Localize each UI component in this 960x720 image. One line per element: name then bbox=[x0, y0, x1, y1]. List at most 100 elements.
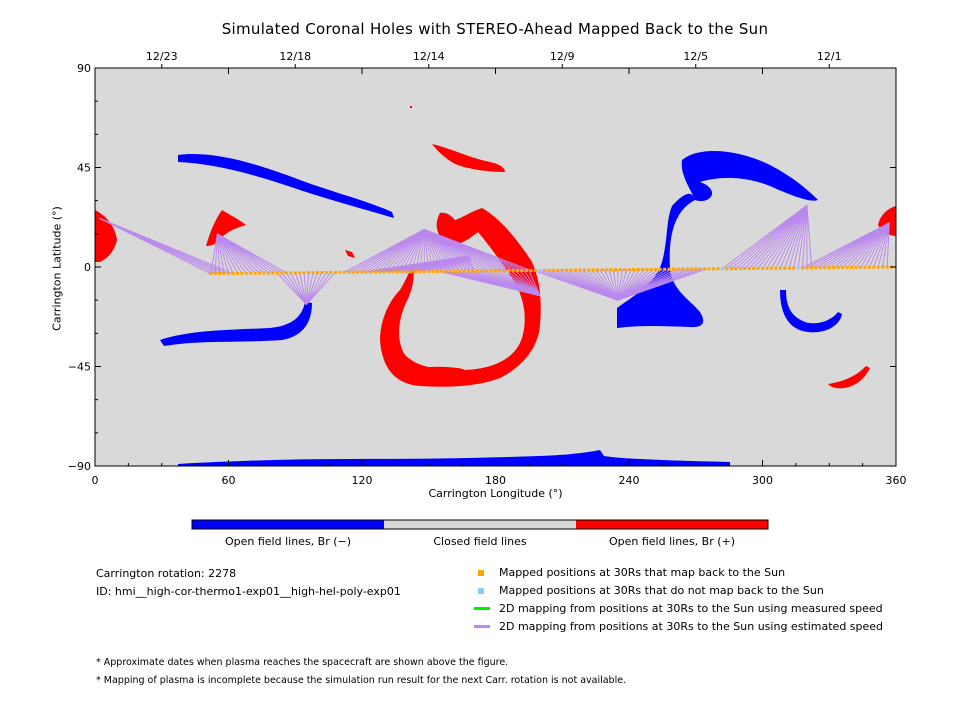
mapped-point bbox=[453, 269, 457, 273]
legend-label-unmapped: Mapped positions at 30Rs that do not map… bbox=[499, 584, 824, 597]
mapping-line bbox=[855, 222, 890, 268]
mapping-line bbox=[217, 233, 287, 274]
mapping-line bbox=[216, 233, 252, 274]
mapped-point bbox=[405, 270, 408, 274]
mapped-point bbox=[360, 270, 364, 274]
mapping-line bbox=[846, 222, 890, 268]
colorbar-negative bbox=[192, 520, 384, 529]
unmapped-point bbox=[538, 268, 542, 272]
mapped-point bbox=[227, 271, 230, 275]
mapped-point bbox=[694, 267, 698, 271]
mapped-point bbox=[752, 266, 756, 270]
mapping-line bbox=[612, 269, 619, 301]
y-axis-label: Carrington Latitude (°) bbox=[50, 206, 64, 331]
y-axis: 90 45 0 −45 −90 bbox=[68, 62, 896, 473]
x-tick-label: 180 bbox=[485, 474, 506, 487]
mapped-point bbox=[716, 267, 720, 271]
mapped-point bbox=[734, 267, 738, 271]
y-tick-label: −90 bbox=[68, 460, 91, 473]
x-tick-label: 0 bbox=[92, 474, 99, 487]
mapped-point bbox=[783, 266, 787, 270]
mapped-point bbox=[623, 268, 627, 272]
mapped-point bbox=[418, 270, 422, 274]
hole-pos-left-edge bbox=[95, 210, 117, 262]
mapped-point bbox=[556, 268, 560, 272]
mapped-point bbox=[863, 265, 867, 269]
mapped-point bbox=[587, 268, 591, 272]
mapped-point bbox=[591, 268, 595, 272]
mapping-line bbox=[375, 229, 425, 273]
mapping-line bbox=[463, 255, 470, 272]
mapped-point bbox=[565, 268, 569, 272]
top-date-label: 12/9 bbox=[550, 50, 575, 63]
mapped-point bbox=[267, 271, 271, 275]
mapped-point bbox=[436, 269, 440, 273]
mapping-line bbox=[305, 272, 332, 305]
mapped-point bbox=[551, 268, 555, 272]
mapped-point bbox=[378, 270, 382, 274]
mapped-point bbox=[342, 270, 346, 274]
mapped-point bbox=[458, 269, 462, 273]
mapped-point bbox=[520, 269, 524, 273]
mapped-point bbox=[462, 269, 466, 273]
mapped-point bbox=[449, 269, 453, 273]
mapped-point bbox=[467, 269, 471, 273]
mapped-point bbox=[507, 269, 511, 273]
mapped-point bbox=[756, 266, 760, 270]
mapped-point bbox=[476, 269, 480, 273]
y-tick-label: 90 bbox=[77, 62, 91, 75]
hole-pos-small-west bbox=[206, 210, 246, 246]
hole-pos-inner-island bbox=[412, 366, 469, 381]
x-axis-label: Carrington Longitude (°) bbox=[428, 487, 563, 500]
mapping-line bbox=[290, 272, 307, 305]
mapping-line bbox=[519, 270, 541, 297]
mapped-point bbox=[338, 270, 342, 274]
mapped-point bbox=[663, 267, 667, 271]
mapped-point bbox=[240, 271, 244, 275]
mapped-point bbox=[765, 266, 769, 270]
mapped-point bbox=[832, 266, 836, 270]
unmapped-point bbox=[720, 267, 724, 271]
mapped-point bbox=[627, 268, 631, 272]
mapping-line bbox=[397, 229, 425, 273]
mapped-point bbox=[850, 265, 853, 269]
mapped-point bbox=[471, 269, 475, 273]
hole-pos-speck-2 bbox=[410, 106, 412, 108]
mapped-point bbox=[231, 271, 235, 275]
mapping-line bbox=[864, 222, 890, 268]
mapped-point bbox=[253, 271, 257, 275]
mapping-line bbox=[216, 233, 247, 274]
mapped-point bbox=[614, 268, 618, 272]
mapping-line bbox=[216, 233, 238, 274]
mapped-point bbox=[235, 271, 239, 275]
y-tick-label: 45 bbox=[77, 162, 91, 175]
mapped-point bbox=[676, 267, 680, 271]
mapped-point bbox=[511, 269, 515, 273]
mapping-line bbox=[595, 269, 619, 301]
mapped-point bbox=[747, 266, 751, 270]
mapped-point bbox=[293, 271, 297, 275]
mapping-line bbox=[779, 204, 808, 269]
mapping-line bbox=[886, 222, 890, 268]
mapped-point bbox=[525, 269, 529, 273]
mapping-line bbox=[617, 268, 708, 301]
mapping-line bbox=[303, 272, 307, 305]
mapping-line bbox=[455, 255, 470, 272]
mapped-point bbox=[703, 267, 707, 271]
mapping-line bbox=[797, 205, 808, 269]
mapping-line bbox=[766, 204, 808, 269]
x-tick-label: 360 bbox=[886, 474, 907, 487]
colorbar-frame bbox=[191, 519, 769, 530]
mapping-line bbox=[450, 255, 470, 272]
mapping-line bbox=[216, 233, 225, 274]
mapped-point bbox=[769, 266, 773, 270]
mapped-point bbox=[440, 269, 444, 273]
unmapped-point bbox=[796, 266, 800, 270]
mapped-point bbox=[801, 266, 805, 270]
hole-neg-north-arc bbox=[178, 154, 394, 218]
mapping-line bbox=[392, 229, 425, 273]
mapped-point bbox=[409, 270, 413, 274]
mapped-point bbox=[596, 268, 600, 272]
mapped-point bbox=[427, 270, 431, 274]
